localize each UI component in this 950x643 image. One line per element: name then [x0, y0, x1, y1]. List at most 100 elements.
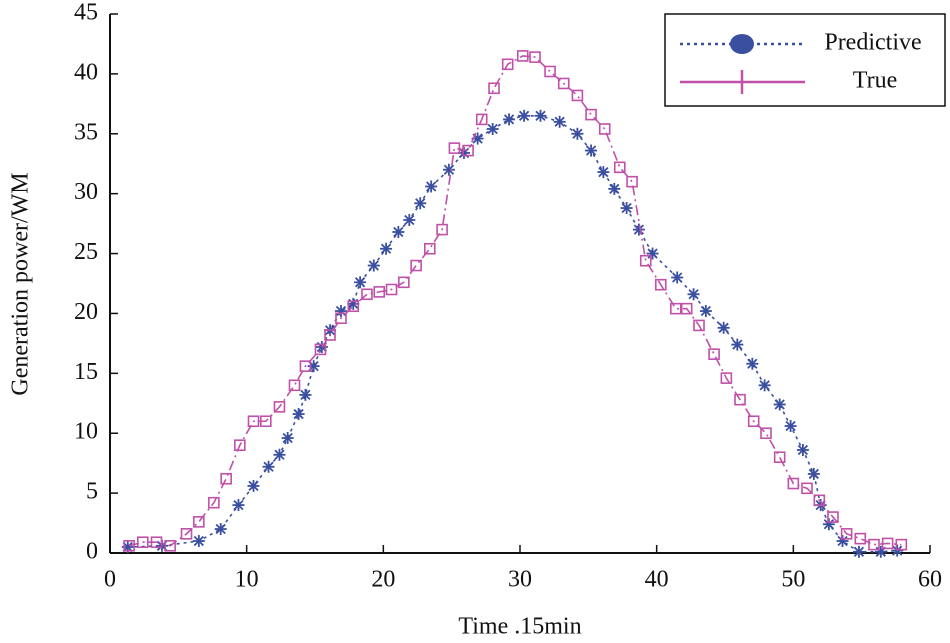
- star-stroke: [263, 461, 274, 472]
- square-marker: [448, 142, 461, 154]
- star-stroke: [853, 546, 865, 557]
- star-stroke: [393, 226, 404, 238]
- square-marker: [288, 379, 301, 392]
- star-marker: [292, 408, 305, 421]
- star-marker: [807, 467, 820, 480]
- star-stroke: [621, 202, 632, 214]
- star-marker: [503, 113, 516, 126]
- star-stroke: [823, 519, 835, 530]
- square-marker: [475, 113, 488, 126]
- star-marker: [632, 223, 645, 236]
- star-marker: [687, 288, 700, 301]
- star-marker: [334, 305, 347, 318]
- square-marker: [868, 538, 880, 551]
- square-marker: [613, 161, 626, 174]
- star-stroke: [426, 181, 437, 192]
- star-stroke: [193, 535, 204, 547]
- star-marker: [214, 523, 227, 536]
- x-tick-label: 10: [235, 567, 259, 593]
- star-marker: [585, 144, 598, 157]
- star-stroke: [487, 123, 498, 135]
- square-marker: [854, 532, 867, 545]
- star-stroke: [609, 183, 620, 195]
- square-marker: [557, 77, 570, 90]
- star-stroke: [672, 272, 683, 283]
- square-marker: [273, 401, 286, 413]
- y-tick-label: 45: [74, 0, 98, 26]
- star-stroke: [443, 164, 455, 175]
- square-marker: [436, 223, 448, 236]
- star-stroke: [647, 248, 658, 259]
- star-marker: [273, 448, 286, 461]
- star-stroke: [415, 198, 426, 209]
- legend-label: True: [853, 68, 897, 94]
- square-marker: [760, 427, 772, 440]
- star-marker: [671, 271, 684, 284]
- y-tick-label: 15: [74, 359, 98, 385]
- star-stroke: [785, 420, 796, 432]
- square-marker: [669, 302, 682, 315]
- square-marker: [373, 286, 386, 298]
- square-marker: [259, 415, 272, 428]
- star-stroke: [554, 116, 565, 127]
- star-marker: [836, 535, 849, 548]
- square-marker: [501, 58, 514, 71]
- star-marker: [717, 321, 730, 334]
- star-marker: [299, 388, 312, 401]
- star-marker: [597, 166, 610, 179]
- star-marker: [392, 225, 405, 238]
- star-marker: [784, 420, 797, 433]
- square-marker: [773, 451, 786, 463]
- y-tick-label: 20: [74, 299, 98, 325]
- star-stroke: [747, 358, 758, 369]
- star-stroke: [797, 444, 809, 456]
- star-stroke: [404, 214, 415, 226]
- square-marker: [544, 65, 556, 78]
- legend-box: [664, 13, 946, 107]
- square-marker: [787, 477, 800, 490]
- star-marker: [699, 305, 712, 318]
- square-marker: [571, 89, 584, 102]
- star-stroke: [368, 260, 379, 271]
- star-stroke: [518, 110, 530, 121]
- star-marker: [646, 247, 659, 260]
- star-stroke: [274, 449, 285, 460]
- star-marker: [852, 545, 865, 558]
- y-tick-label: 40: [74, 59, 98, 85]
- star-stroke: [633, 224, 645, 235]
- star-stroke: [380, 243, 392, 254]
- star-stroke: [293, 408, 304, 420]
- star-marker: [354, 276, 367, 289]
- star-stroke: [837, 535, 848, 547]
- y-tick-label: 35: [74, 119, 98, 145]
- square-marker: [840, 528, 853, 540]
- square-marker: [881, 537, 894, 550]
- square-marker: [488, 82, 500, 95]
- square-marker: [516, 50, 529, 62]
- star-stroke: [598, 166, 609, 178]
- x-tick-label: 50: [781, 567, 805, 593]
- star-marker: [247, 479, 260, 492]
- square-marker: [693, 319, 705, 332]
- square-marker: [193, 516, 205, 528]
- star-marker: [822, 518, 835, 531]
- square-marker: [462, 144, 474, 157]
- square-marker: [801, 482, 813, 495]
- star-marker: [891, 544, 904, 557]
- square-marker: [137, 536, 149, 549]
- star-marker: [367, 259, 380, 272]
- legend-label: Predictive: [824, 30, 921, 56]
- star-marker: [620, 202, 633, 215]
- star-stroke: [808, 468, 819, 480]
- star-stroke: [732, 339, 743, 350]
- star-marker: [192, 535, 205, 548]
- star-marker: [534, 109, 547, 122]
- star-marker: [553, 115, 566, 128]
- x-tick-label: 40: [645, 567, 669, 593]
- x-axis-label: Time .15min: [458, 614, 581, 640]
- square-marker: [247, 415, 260, 428]
- square-marker: [529, 51, 541, 63]
- star-stroke: [585, 145, 597, 156]
- star-marker: [414, 197, 427, 210]
